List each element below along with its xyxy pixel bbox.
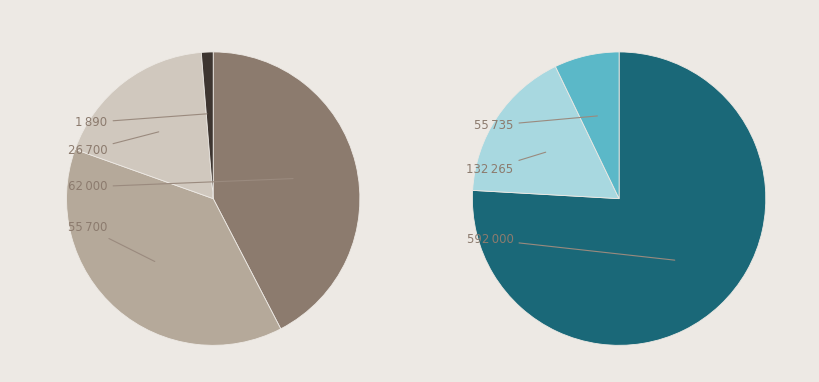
Text: 26 700: 26 700 [68, 132, 159, 157]
Text: 55 735: 55 735 [473, 116, 597, 132]
Wedge shape [66, 149, 280, 345]
Wedge shape [472, 66, 618, 199]
Text: 1 890: 1 890 [75, 114, 206, 129]
Text: 55 700: 55 700 [68, 222, 155, 262]
Wedge shape [554, 52, 618, 199]
Wedge shape [75, 52, 213, 199]
Wedge shape [201, 52, 213, 199]
Text: 62 000: 62 000 [68, 178, 292, 193]
Wedge shape [472, 52, 765, 345]
Wedge shape [213, 52, 360, 329]
Text: 592 000: 592 000 [466, 233, 674, 260]
Text: 132 265: 132 265 [466, 152, 545, 176]
